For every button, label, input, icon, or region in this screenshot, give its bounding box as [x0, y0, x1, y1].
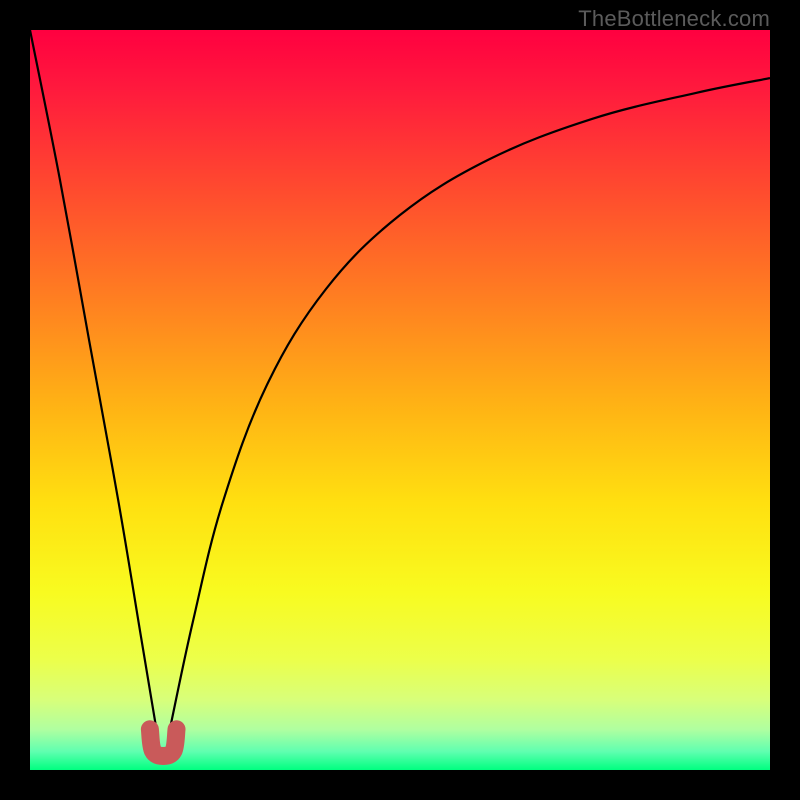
bottleneck-chart-svg — [30, 30, 770, 770]
chart-frame: TheBottleneck.com — [0, 0, 800, 800]
watermark-text: TheBottleneck.com — [578, 6, 770, 32]
gradient-background — [30, 30, 770, 770]
plot-area — [30, 30, 770, 770]
